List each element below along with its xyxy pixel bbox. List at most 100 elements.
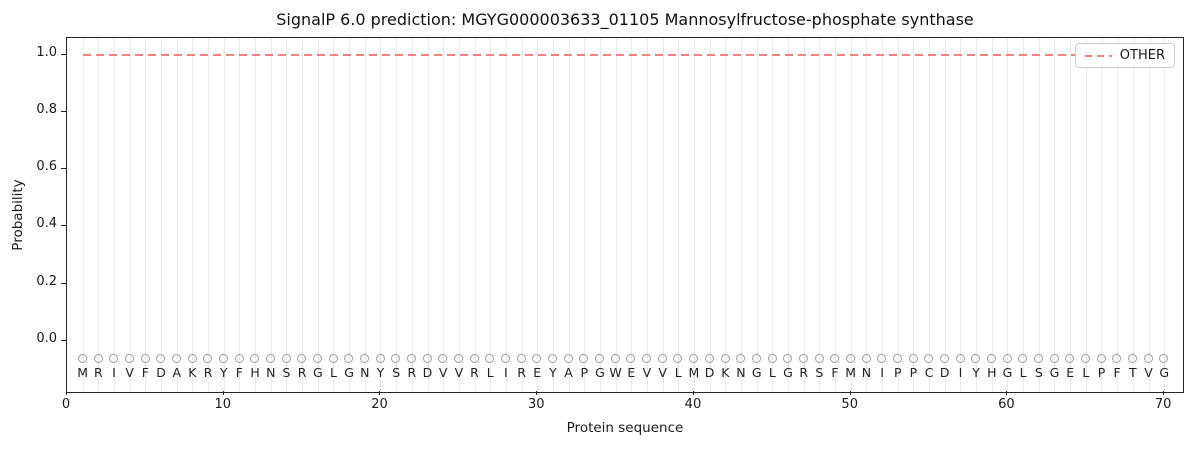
legend: OTHER [1074,43,1175,68]
residue-gridline [850,38,852,392]
residue-letter: R [517,365,526,381]
residue-gridline [411,38,413,392]
residue-gridline [145,38,147,392]
residue-marker-circle [156,353,166,363]
residue-marker-circle [814,353,824,363]
x-tick-label: 20 [371,397,388,412]
residue-letter: V [125,365,134,381]
residue-marker-circle [203,353,213,363]
residue-gridline [756,38,758,392]
residue-gridline [725,38,727,392]
residue-marker-circle [689,353,699,363]
residue-gridline [380,38,382,392]
residue-letter: D [156,365,166,381]
residue-letter: H [250,365,260,381]
residue-gridline [302,38,304,392]
residue-gridline [678,38,680,392]
residue-letter: R [297,365,307,381]
residue-letter: L [768,365,776,381]
residue-letter: M [688,365,700,381]
x-tick-label: 30 [527,397,545,412]
residue-marker-circle [657,353,667,363]
residue-gridline [1164,38,1166,392]
residue-marker-circle [422,353,432,363]
x-tick-mark [1163,391,1165,395]
residue-marker-circle [720,353,730,363]
residue-letter: S [1034,365,1043,381]
y-tick-label: 0.0 [36,330,57,346]
residue-gridline [772,38,774,392]
residue-gridline [239,38,241,392]
residue-gridline [349,38,351,392]
y-tick-label: 1.0 [36,45,57,61]
residue-gridline [82,38,84,392]
residue-gridline [788,38,789,392]
residue-marker-circle [548,353,558,363]
residue-marker-circle [642,353,652,363]
residue-letter: S [392,365,401,381]
x-tick-label: 70 [1154,397,1172,412]
x-tick-mark [379,391,381,395]
x-tick-mark [222,391,224,395]
residue-marker-circle [798,353,808,363]
x-tick-mark [1006,391,1008,395]
residue-letter: I [880,365,884,381]
residue-gridline [521,38,523,392]
residue-gridline [882,38,884,392]
residue-letter: D [422,365,433,381]
residue-letter: I [504,365,508,381]
residue-letter: L [1082,365,1090,381]
residue-gridline [1101,38,1103,392]
residue-marker-circle [783,353,793,363]
residue-letter: N [360,365,370,381]
residue-letter: Y [219,365,228,381]
residue-marker-circle [218,353,228,363]
residue-gridline [333,38,335,392]
residue-gridline [286,38,288,392]
residue-letter: F [831,365,839,381]
residue-marker-circle [955,353,965,363]
residue-gridline [223,38,225,392]
x-tick-mark [849,391,851,395]
residue-marker-circle [986,353,996,363]
residue-gridline [161,38,163,392]
residue-marker-circle [1143,353,1153,363]
residue-gridline [208,38,210,392]
residue-letter: F [1113,365,1121,381]
residue-letter: C [924,365,934,381]
residue-gridline [1038,38,1040,392]
residue-marker-circle [861,353,871,363]
residue-marker-circle [109,353,119,363]
residue-gridline [976,38,978,392]
residue-gridline [427,38,429,392]
residue-letter: N [266,365,276,381]
residue-gridline [114,38,116,392]
residue-marker-circle [171,353,181,363]
residue-marker-circle [1081,353,1091,363]
residue-marker-circle [469,353,479,363]
residue-letter: Y [972,365,980,381]
residue-letter: M [77,365,89,381]
residue-marker-circle [391,353,401,363]
residue-gridline [568,38,570,392]
y-tick-mark [61,54,66,56]
residue-marker-circle [1112,353,1122,363]
residue-gridline [662,38,664,392]
residue-marker-circle [736,353,746,363]
residue-letter: K [188,365,197,381]
y-tick-mark [61,168,66,170]
residue-gridline [192,38,194,392]
residue-letter: G [1049,365,1060,381]
residue-letter: R [203,365,213,381]
residue-letter: R [407,365,417,381]
residue-letter: L [486,365,494,381]
residue-letter: I [958,365,963,381]
residue-marker-circle [250,353,260,363]
residue-letter: H [987,365,997,381]
residue-letter: R [470,365,479,381]
residue-marker-circle [265,353,275,363]
residue-marker-circle [485,353,495,363]
y-tick-mark [61,111,66,113]
residue-marker-circle [1018,353,1028,363]
residue-letter: N [736,365,746,381]
